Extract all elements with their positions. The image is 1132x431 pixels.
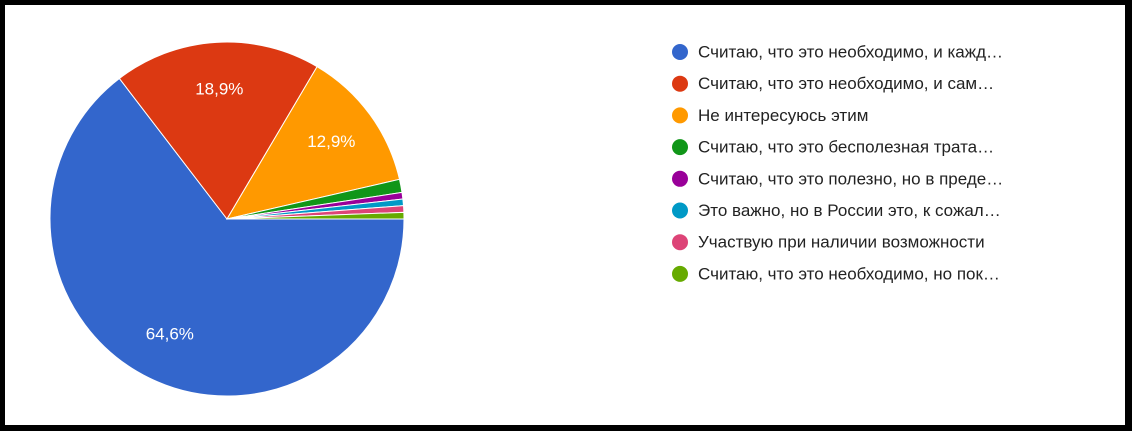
legend-label: Это важно, но в России это, к сожал… (698, 201, 1001, 220)
pie-slice (226, 211, 405, 220)
pie-slice (49, 77, 405, 397)
legend-label: Участвую при наличии возможности (698, 233, 985, 252)
slice-label: 18,9% (195, 80, 243, 99)
legend-label: Считаю, что это бесполезная трата… (698, 138, 994, 157)
legend-marker (672, 44, 688, 60)
legend-label: Считаю, что это необходимо, и сам… (698, 74, 994, 93)
legend-label: Не интересуюсь этим (698, 106, 868, 125)
legend-label: Считаю, что это необходимо, но пок… (698, 264, 1000, 283)
slice-label: 12,9% (307, 132, 355, 151)
pie-slice (225, 65, 401, 220)
legend-marker (672, 234, 688, 251)
legend-marker (672, 107, 688, 124)
pie-slice (118, 41, 318, 220)
legend-marker (672, 202, 688, 219)
legend-label: Считаю, что это полезно, но в преде… (698, 169, 1003, 188)
slice-label: 64,6% (146, 324, 194, 343)
legend-label: Считаю, что это необходимо, и кажд… (698, 42, 1003, 61)
legend-marker (672, 170, 688, 187)
legend-marker (672, 265, 688, 282)
legend-marker (672, 139, 688, 156)
legend-marker (672, 75, 688, 92)
